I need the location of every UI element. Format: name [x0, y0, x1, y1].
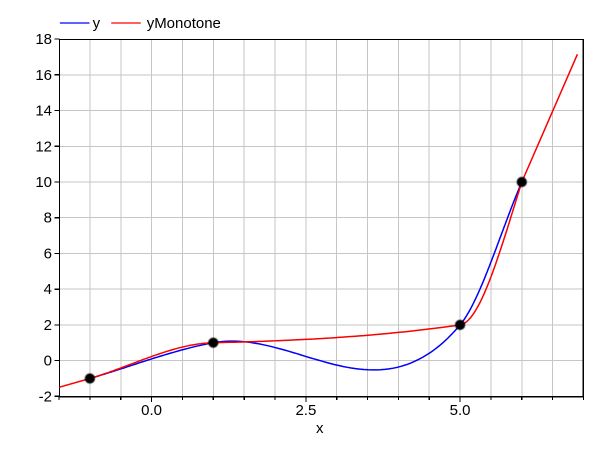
- svg-text:y: y: [93, 15, 101, 32]
- svg-text:2.5: 2.5: [295, 402, 316, 419]
- svg-text:18: 18: [35, 31, 52, 48]
- svg-text:4: 4: [44, 281, 52, 298]
- svg-text:12: 12: [35, 138, 52, 155]
- svg-text:6: 6: [44, 245, 52, 262]
- svg-text:yMonotone: yMonotone: [147, 15, 221, 32]
- svg-text:0.0: 0.0: [141, 402, 162, 419]
- svg-text:0: 0: [44, 353, 52, 370]
- svg-text:2: 2: [44, 317, 52, 334]
- svg-text:14: 14: [35, 103, 52, 120]
- svg-text:10: 10: [35, 174, 52, 191]
- svg-text:16: 16: [35, 67, 52, 84]
- svg-text:5.0: 5.0: [450, 402, 471, 419]
- svg-text:x: x: [316, 420, 324, 437]
- svg-text:8: 8: [44, 210, 52, 227]
- svg-text:-2: -2: [39, 388, 52, 405]
